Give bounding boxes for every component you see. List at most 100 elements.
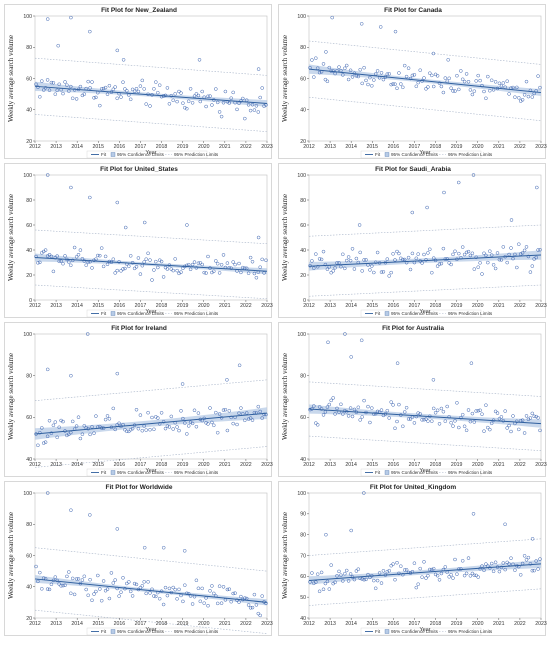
data-point — [237, 411, 241, 416]
plot-panel: Fit Plot for Australia 40 60 80 100 2012 2013 2… — [278, 322, 547, 477]
data-point — [488, 88, 492, 93]
fit-line — [308, 68, 542, 94]
data-point — [497, 257, 502, 262]
data-point — [446, 58, 450, 62]
y-axis-label: Weekly average search volume — [7, 194, 15, 281]
data-point — [460, 412, 465, 417]
data-point — [55, 88, 59, 93]
prediction-lower-line — [308, 96, 542, 121]
data-point — [424, 87, 428, 91]
y-tick-label: 80 — [26, 45, 32, 51]
data-point — [63, 254, 67, 258]
x-tick-label: 2012 — [29, 462, 41, 468]
data-point — [183, 105, 187, 110]
plot-area-frame — [34, 15, 268, 142]
data-point — [312, 75, 316, 79]
data-point — [148, 258, 152, 262]
data-point — [373, 586, 378, 591]
data-point — [256, 611, 261, 616]
data-point — [430, 73, 434, 78]
data-point — [163, 585, 168, 590]
y-tick-label: 60 — [300, 76, 306, 82]
prediction-lower-line — [34, 114, 268, 132]
plot-panel: Fit Plot for New_Zealand 20 40 60 80 100 2012 2… — [4, 4, 273, 159]
y-tick-label: 20 — [300, 139, 306, 145]
data-point — [96, 573, 100, 578]
data-point — [76, 252, 81, 257]
data-point — [88, 259, 92, 264]
data-point — [478, 78, 482, 83]
prediction-upper-line — [308, 224, 542, 237]
data-point — [387, 274, 391, 278]
data-point — [53, 420, 58, 424]
legend-fit-label: Fit — [375, 152, 381, 157]
data-point — [136, 426, 141, 431]
data-point — [40, 79, 44, 83]
data-point — [343, 571, 347, 576]
data-point — [101, 579, 106, 583]
x-tick-label: 2018 — [156, 144, 168, 150]
data-point — [507, 92, 511, 96]
data-point — [497, 569, 502, 574]
data-point — [119, 95, 123, 99]
data-point — [125, 429, 129, 434]
data-point — [331, 396, 335, 400]
data-point — [385, 569, 390, 574]
data-point — [142, 87, 146, 91]
legend-prediction-label: 95% Prediction Limits — [174, 629, 219, 634]
x-axis-label: Year — [145, 468, 156, 474]
data-point — [497, 81, 502, 86]
y-tick-label: 20 — [26, 273, 32, 279]
prediction-lower-line — [308, 284, 542, 297]
data-point — [515, 85, 519, 90]
data-point — [51, 81, 56, 85]
data-point — [387, 416, 391, 420]
data-point — [65, 574, 69, 579]
data-point — [470, 411, 475, 416]
data-point — [464, 250, 469, 255]
y-axis-label: Weekly average search volume — [7, 35, 15, 122]
data-point — [215, 261, 220, 266]
data-point — [177, 89, 181, 94]
data-point — [493, 80, 498, 84]
data-point — [491, 88, 496, 92]
data-point — [45, 173, 50, 177]
data-point — [484, 96, 488, 101]
y-tick-label: 80 — [26, 373, 32, 379]
data-point — [441, 246, 446, 251]
x-tick-label: 2020 — [472, 621, 484, 627]
x-tick-label: 2015 — [366, 303, 378, 309]
data-point — [221, 585, 226, 589]
x-tick-label: 2016 — [114, 144, 126, 150]
data-point — [534, 255, 538, 260]
data-point — [161, 419, 166, 424]
data-point — [517, 427, 521, 432]
plot-title: Fit Plot for Saudi_Arabia — [375, 166, 451, 173]
data-point — [53, 92, 58, 96]
data-point — [134, 86, 139, 91]
data-point — [468, 574, 473, 578]
legend-confidence-label: 95% Confidence Limits — [117, 152, 165, 157]
data-point — [426, 573, 430, 578]
data-point — [495, 251, 500, 255]
data-point — [522, 431, 527, 435]
data-point — [389, 563, 393, 568]
x-tick-label: 2012 — [303, 303, 315, 309]
data-point — [82, 92, 87, 96]
data-point — [325, 79, 330, 84]
legend: Fit 95% Confidence Limits 95% Prediction L… — [86, 309, 219, 318]
data-point — [426, 419, 430, 423]
data-point — [99, 87, 104, 91]
prediction-lower-line — [308, 435, 542, 451]
data-point — [179, 270, 183, 274]
x-tick-label: 2017 — [135, 462, 147, 468]
x-tick-label: 2023 — [261, 144, 273, 150]
data-point — [181, 416, 185, 421]
data-point — [466, 556, 471, 560]
data-point — [360, 81, 364, 86]
data-point — [368, 268, 372, 272]
data-point — [437, 81, 442, 85]
data-point — [248, 416, 253, 420]
data-point — [109, 571, 114, 575]
y-axis-label: Weekly average search volume — [7, 512, 15, 599]
